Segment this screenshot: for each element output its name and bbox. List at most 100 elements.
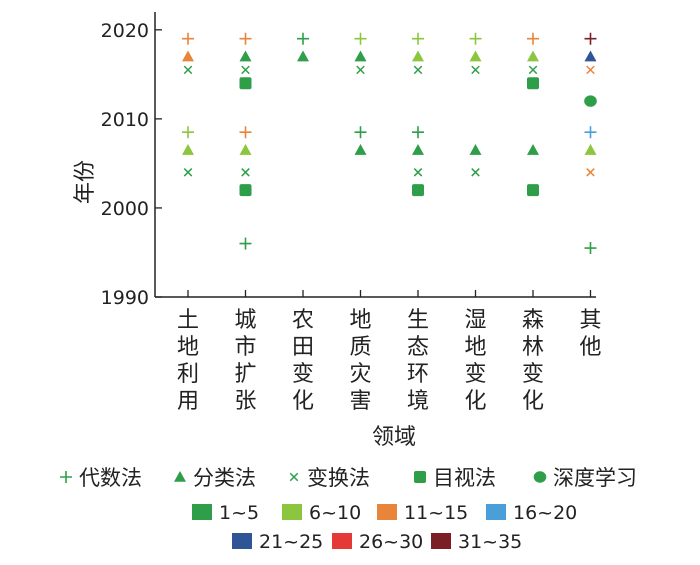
data-point xyxy=(413,168,423,177)
category-label-char: 地 xyxy=(177,335,199,360)
category-label-char: 化 xyxy=(464,389,486,414)
count-legend-label: 11~15 xyxy=(404,502,468,524)
category-label-char: 张 xyxy=(234,389,256,414)
data-point xyxy=(183,65,193,75)
category-label-char: 化 xyxy=(292,389,314,414)
y-tick-label: 1990 xyxy=(101,287,149,309)
data-point xyxy=(183,168,193,177)
data-point xyxy=(584,50,597,62)
count-legend-swatch xyxy=(282,504,302,520)
category-label: 其他 xyxy=(579,308,601,360)
method-legend-marker xyxy=(174,471,186,482)
data-point xyxy=(354,50,367,62)
data-point xyxy=(469,50,482,62)
count-legend-item: 6~10 xyxy=(282,502,361,524)
category-label-char: 质 xyxy=(349,335,371,360)
category-label-char: 农 xyxy=(292,308,314,333)
count-legend-item: 31~35 xyxy=(431,531,522,553)
data-point xyxy=(412,184,424,197)
data-point xyxy=(297,32,309,45)
data-point xyxy=(586,168,595,177)
category-label-char: 地 xyxy=(349,308,371,333)
method-legend: 代数法 分类法 变换法 目视法 深度学习 xyxy=(60,466,637,490)
category-label-char: 态 xyxy=(407,335,429,360)
data-point xyxy=(527,77,539,90)
category-label-char: 环 xyxy=(407,362,429,387)
data-point xyxy=(182,50,194,62)
data-point xyxy=(527,144,539,155)
category-label-char: 化 xyxy=(522,389,544,414)
data-point xyxy=(241,168,250,177)
count-legend-label: 1~5 xyxy=(219,502,259,524)
category-label-char: 害 xyxy=(349,389,371,414)
count-legend-item: 11~15 xyxy=(377,502,468,524)
count-legend-label: 6~10 xyxy=(309,502,361,524)
category-label-char: 土 xyxy=(177,308,199,333)
y-tick-label: 2000 xyxy=(101,198,149,220)
method-legend-item: 深度学习 xyxy=(533,466,637,490)
category-label-char: 田 xyxy=(292,335,314,360)
category-label-char: 境 xyxy=(407,389,429,414)
y-ticks: 1990 2000 2010 2020 xyxy=(101,20,162,309)
data-point xyxy=(239,144,252,155)
data-point xyxy=(469,32,482,45)
data-point xyxy=(354,144,367,155)
data-point xyxy=(584,144,597,155)
data-point xyxy=(239,126,252,139)
y-axis-label: 年份 xyxy=(73,160,98,204)
data-point xyxy=(471,168,480,177)
data-point xyxy=(241,65,250,75)
data-point xyxy=(182,144,194,155)
count-legend-item: 21~25 xyxy=(232,531,323,553)
category-label-char: 变 xyxy=(522,362,544,387)
count-legend: 1~5 6~10 11~15 16~20 21~25 26~30 31~35 xyxy=(192,502,577,553)
data-point xyxy=(584,126,597,139)
data-point xyxy=(239,237,252,250)
data-point xyxy=(182,126,194,139)
count-legend-item: 1~5 xyxy=(192,502,259,524)
method-legend-marker xyxy=(533,471,547,483)
data-point xyxy=(239,77,252,90)
category-label-char: 他 xyxy=(579,335,601,360)
data-point xyxy=(239,50,252,62)
category-label-char: 利 xyxy=(177,362,199,387)
count-legend-swatch xyxy=(232,533,252,549)
count-legend-swatch xyxy=(431,533,451,549)
data-point xyxy=(584,242,597,255)
category-label-char: 灾 xyxy=(349,362,371,387)
data-point xyxy=(182,32,194,45)
data-point xyxy=(584,32,597,45)
data-point xyxy=(239,32,252,45)
category-label-char: 地 xyxy=(464,335,486,360)
y-tick-label: 2020 xyxy=(101,20,149,42)
data-point xyxy=(586,65,595,75)
data-point xyxy=(354,32,367,45)
method-legend-label: 分类法 xyxy=(193,466,256,490)
data-point xyxy=(528,65,538,75)
y-tick-label: 2010 xyxy=(101,109,149,131)
x-axis-label: 领域 xyxy=(372,425,416,450)
data-point xyxy=(527,32,539,45)
method-legend-label: 变换法 xyxy=(307,466,370,490)
data-point xyxy=(412,50,424,62)
category-label-char: 市 xyxy=(234,335,256,360)
category-label-char: 森 xyxy=(522,308,544,333)
data-point xyxy=(471,65,480,75)
category-label-char: 其 xyxy=(579,308,601,333)
category-label-char: 用 xyxy=(177,389,199,414)
data-point xyxy=(356,65,365,75)
method-legend-marker xyxy=(289,472,299,482)
data-point xyxy=(412,126,424,139)
data-point xyxy=(584,95,597,107)
data-point xyxy=(354,126,367,139)
category-label-char: 生 xyxy=(407,308,429,333)
data-point xyxy=(527,50,539,62)
data-points xyxy=(182,32,597,255)
